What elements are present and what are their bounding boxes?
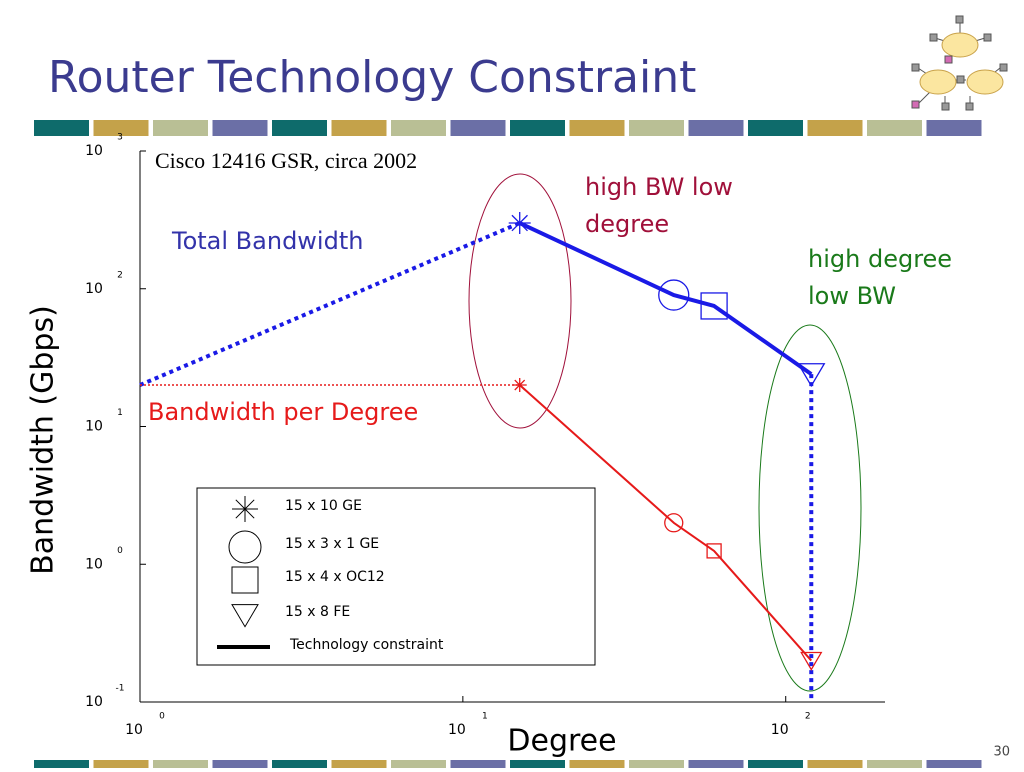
legend-label: Technology constraint <box>289 637 444 653</box>
strip <box>926 760 982 768</box>
y-tick-label: 10 <box>85 419 103 435</box>
strip <box>153 760 208 768</box>
marker-star <box>232 496 258 522</box>
decor-strips <box>34 120 982 768</box>
strip <box>867 760 922 768</box>
marker-triangle <box>231 604 259 628</box>
strip <box>926 120 982 136</box>
y-tick-exponent: 3 <box>117 133 123 143</box>
marker-square <box>700 292 728 320</box>
series-line-extension <box>139 221 521 387</box>
strip <box>688 760 744 768</box>
highlight-ellipse <box>758 324 862 692</box>
series-line <box>519 384 813 662</box>
y-tick-exponent: 2 <box>117 270 123 280</box>
y-tick-label: 10 <box>85 281 103 297</box>
strip <box>569 760 625 768</box>
y-tick-label: 10 <box>85 556 103 572</box>
x-tick-exponent: 0 <box>159 712 165 722</box>
logo <box>911 15 1008 111</box>
chart: 10 -1 10 0 10 1 10 2 10 3 10 0 10 1 10 2 Total Bandwidth… <box>85 133 952 739</box>
y-tick-exponent: -1 <box>116 684 125 694</box>
y-tick-exponent: 1 <box>117 408 123 418</box>
marker-star <box>508 212 531 235</box>
strip <box>34 760 89 768</box>
legend-label: 15 x 8 FE <box>285 604 350 620</box>
strip <box>391 120 446 136</box>
marker-triangle <box>800 651 823 671</box>
legend-box <box>196 487 596 666</box>
strip <box>629 760 684 768</box>
y-tick-label: 10 <box>85 694 103 710</box>
strip <box>450 760 506 768</box>
strip <box>510 120 565 136</box>
x-tick-exponent: 2 <box>805 712 811 722</box>
marker-triangle <box>797 363 826 388</box>
marker-circle <box>664 513 684 533</box>
annotation: degree <box>585 210 669 238</box>
chart-subtitle: Cisco 12416 GSR, circa 2002 <box>155 148 417 173</box>
y-tick-label: 10 <box>85 143 103 159</box>
series-line <box>518 221 813 376</box>
y-axis-title: Bandwidth (Gbps) <box>26 305 61 575</box>
marker-square <box>706 543 722 559</box>
strip <box>391 760 446 768</box>
strip <box>34 120 89 136</box>
strip <box>272 120 327 136</box>
series-label: Bandwidth per Degree <box>148 398 418 426</box>
annotation: high degree <box>808 245 952 273</box>
strip <box>569 120 625 136</box>
legend-label: 15 x 10 GE <box>285 498 362 514</box>
marker-circle <box>228 530 262 564</box>
strip <box>629 120 684 136</box>
strip <box>272 760 327 768</box>
marker-star <box>512 378 527 393</box>
strip <box>153 120 208 136</box>
annotation: low BW <box>808 282 896 310</box>
marker-square <box>231 566 259 594</box>
page-number: 30 <box>993 745 1010 760</box>
x-tick-label: 10 <box>771 722 789 738</box>
x-tick-label: 10 <box>125 722 143 738</box>
strip <box>212 120 268 136</box>
strip <box>807 760 863 768</box>
series-label: Total Bandwidth <box>171 227 363 255</box>
x-tick-exponent: 1 <box>482 712 488 722</box>
legend-label: 15 x 3 x 1 GE <box>285 536 379 552</box>
strip <box>807 120 863 136</box>
legend-label: 15 x 4 x OC12 <box>285 569 385 585</box>
x-tick-label: 10 <box>448 722 466 738</box>
strip <box>331 120 387 136</box>
strip <box>212 760 268 768</box>
slide-title: Router Technology Constraint <box>48 52 696 103</box>
strip <box>867 120 922 136</box>
x-axis-title: Degree <box>507 724 616 759</box>
strip <box>331 760 387 768</box>
annotation: high BW low <box>585 173 733 201</box>
highlight-ellipse <box>468 173 572 429</box>
y-tick-exponent: 0 <box>117 546 123 556</box>
legend: 15 x 10 GE 15 x 3 x 1 GE 15 x 4 x OC12 15 x… <box>217 496 444 653</box>
strip <box>748 760 803 768</box>
strip <box>450 120 506 136</box>
strip <box>688 120 744 136</box>
marker-circle <box>658 279 690 311</box>
strip <box>93 760 149 768</box>
strip <box>93 120 149 136</box>
strip <box>748 120 803 136</box>
strip <box>510 760 565 768</box>
